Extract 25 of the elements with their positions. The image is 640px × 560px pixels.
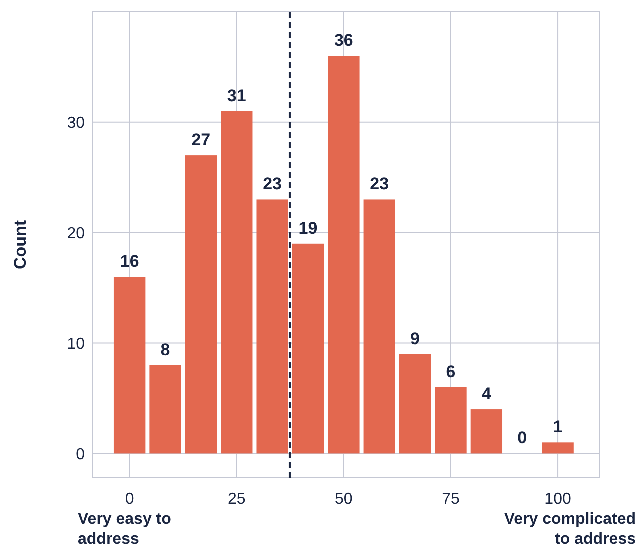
data-label: 31 [227,86,246,106]
y-axis-title: Count [11,220,30,270]
x-tick-label: 75 [442,491,460,508]
text: Very easy to address [78,511,172,548]
data-label: 16 [120,252,140,272]
data-label: 1 [553,418,563,437]
x-tick-label: 50 [335,491,353,508]
x-tick-label: 25 [228,491,246,508]
data-label: 23 [263,174,282,194]
data-label: 19 [298,218,318,238]
y-tick-label: 30 [67,115,86,132]
y-tick-label: 20 [67,225,86,242]
data-label: 4 [482,384,492,404]
data-label: 23 [370,174,390,194]
y-tick-label: 10 [67,336,86,353]
y-tick-label: 0 [76,446,86,464]
data-label: 9 [410,329,420,348]
x-tick-label: 0 [125,491,134,508]
data-label: 8 [160,340,170,360]
data-label: 6 [446,362,456,382]
data-label: 27 [192,130,211,150]
x-tick-label: 100 [544,491,572,508]
data-label: 36 [334,31,354,50]
text: Very complicated to address [504,511,636,548]
data-label: 0 [518,428,528,448]
